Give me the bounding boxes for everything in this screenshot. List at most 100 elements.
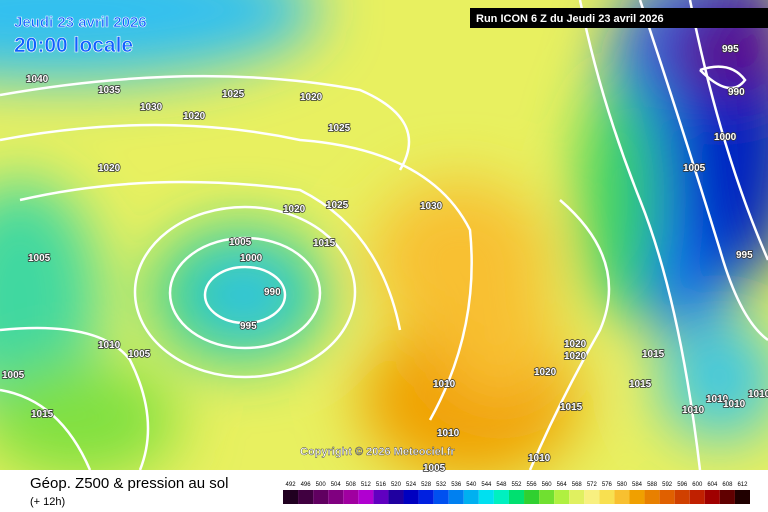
legend-label: 580 bbox=[617, 482, 628, 488]
legend-label: 608 bbox=[722, 482, 733, 488]
legend-label: 604 bbox=[707, 482, 718, 488]
isobar-label: 1015 bbox=[629, 379, 652, 390]
legend-swatch bbox=[313, 490, 329, 504]
isobar-label: 1015 bbox=[313, 238, 336, 249]
isobar-label: 1010 bbox=[437, 428, 460, 439]
legend-swatch bbox=[298, 490, 314, 504]
legend-swatch bbox=[599, 490, 615, 504]
legend-swatch bbox=[659, 490, 675, 504]
legend-swatch bbox=[614, 490, 630, 504]
run-info: Run ICON 6 Z du Jeudi 23 avril 2026 bbox=[476, 13, 664, 25]
legend-swatch bbox=[629, 490, 645, 504]
isobar-label: 1015 bbox=[560, 402, 583, 413]
legend-swatch bbox=[539, 490, 555, 504]
isobar-label: 990 bbox=[728, 87, 745, 98]
legend-swatch bbox=[328, 490, 344, 504]
legend-swatch bbox=[388, 490, 404, 504]
legend-swatch bbox=[373, 490, 389, 504]
legend-swatch bbox=[463, 490, 479, 504]
isobar-label: 1030 bbox=[420, 201, 443, 212]
isobar-label: 995 bbox=[722, 44, 739, 55]
legend-label: 588 bbox=[647, 482, 658, 488]
isobar-label: 1005 bbox=[28, 253, 51, 264]
legend-label: 556 bbox=[527, 482, 538, 488]
legend-label: 520 bbox=[391, 482, 402, 488]
isobar-label: 1010 bbox=[98, 340, 121, 351]
legend-label: 560 bbox=[542, 482, 553, 488]
isobar-label: 1010 bbox=[723, 399, 746, 410]
isobar-label: 1005 bbox=[229, 237, 252, 248]
legend-swatch bbox=[569, 490, 585, 504]
legend-label: 592 bbox=[662, 482, 673, 488]
isobar-label: 1040 bbox=[26, 74, 49, 85]
isobar-label: 1015 bbox=[31, 409, 54, 420]
geopotential-field bbox=[0, 0, 768, 470]
legend-label: 536 bbox=[451, 482, 462, 488]
legend-swatch bbox=[403, 490, 419, 504]
isobar-label: 1005 bbox=[2, 370, 25, 381]
legend-swatch bbox=[283, 490, 299, 504]
legend-swatch bbox=[554, 490, 570, 504]
isobar-label: 1005 bbox=[683, 163, 706, 174]
legend-swatch bbox=[689, 490, 705, 504]
isobar-label: 1020 bbox=[534, 367, 557, 378]
legend-label: 544 bbox=[481, 482, 492, 488]
legend-swatch bbox=[433, 490, 449, 504]
legend-swatch bbox=[584, 490, 600, 504]
legend-swatch bbox=[719, 490, 735, 504]
legend-swatch bbox=[508, 490, 525, 504]
legend-label: 572 bbox=[587, 482, 598, 488]
legend-label: 568 bbox=[572, 482, 583, 488]
legend-label: 564 bbox=[557, 482, 568, 488]
copyright: Copyright © 2026 Meteociel.fr bbox=[300, 446, 456, 458]
isobar-label: 1010 bbox=[748, 389, 768, 400]
legend-label: 552 bbox=[511, 482, 522, 488]
legend-label: 508 bbox=[346, 482, 357, 488]
legend-label: 584 bbox=[632, 482, 643, 488]
footer-lead: (+ 12h) bbox=[30, 496, 65, 508]
legend-swatch bbox=[674, 490, 690, 504]
isobar-label: 1035 bbox=[98, 85, 121, 96]
legend-swatch bbox=[704, 490, 720, 504]
legend-label: 548 bbox=[496, 482, 507, 488]
isobar-label: 1010 bbox=[433, 379, 456, 390]
isobar-label: 1005 bbox=[128, 349, 151, 360]
legend-label: 596 bbox=[677, 482, 688, 488]
legend-label: 496 bbox=[301, 482, 312, 488]
legend-swatch bbox=[493, 490, 509, 504]
isobar-label: 1020 bbox=[564, 351, 587, 362]
legend-swatch bbox=[644, 490, 660, 504]
legend-label: 500 bbox=[316, 482, 327, 488]
isobar-label: 990 bbox=[264, 287, 281, 298]
isobar-label: 1005 bbox=[423, 463, 446, 474]
isobar-label: 1010 bbox=[706, 394, 729, 405]
map-time: 20:00 locale bbox=[14, 34, 133, 57]
isobar-label: 1000 bbox=[714, 132, 737, 143]
legend-label: 612 bbox=[737, 482, 748, 488]
isobar-label: 995 bbox=[736, 250, 753, 261]
isobar-label: 1025 bbox=[328, 123, 351, 134]
isobars bbox=[0, 0, 768, 471]
isobar-label: 1020 bbox=[300, 92, 323, 103]
isobar-label: 1030 bbox=[140, 102, 163, 113]
map-date: Jeudi 23 avril 2026 bbox=[14, 14, 147, 31]
isobar-label: 1010 bbox=[528, 453, 551, 464]
legend-label: 504 bbox=[331, 482, 342, 488]
legend-swatch bbox=[734, 490, 750, 504]
isobar-label: 1015 bbox=[642, 349, 665, 360]
legend-label: 516 bbox=[376, 482, 387, 488]
legend-label: 492 bbox=[286, 482, 297, 488]
isobar-label: 1020 bbox=[183, 111, 206, 122]
legend-label: 540 bbox=[466, 482, 477, 488]
isobar-label: 1025 bbox=[326, 200, 349, 211]
legend-swatch bbox=[524, 490, 540, 504]
run-box bbox=[470, 8, 768, 28]
legend-label: 576 bbox=[602, 482, 613, 488]
isobar-label: 1010 bbox=[682, 405, 705, 416]
legend-swatch bbox=[448, 490, 464, 504]
isobar-label: 1020 bbox=[564, 339, 587, 350]
legend-label: 524 bbox=[406, 482, 417, 488]
legend-swatch bbox=[358, 490, 374, 504]
legend-swatch bbox=[478, 490, 494, 504]
